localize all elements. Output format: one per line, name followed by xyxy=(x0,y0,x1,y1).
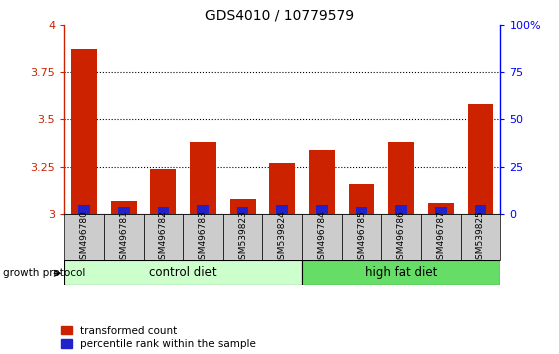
Bar xyxy=(237,207,248,214)
Bar xyxy=(428,203,454,214)
Text: control diet: control diet xyxy=(149,266,217,279)
Bar xyxy=(461,214,500,260)
Text: GSM539824: GSM539824 xyxy=(278,210,287,264)
Bar xyxy=(190,142,216,214)
Text: GSM539825: GSM539825 xyxy=(476,210,485,265)
Text: GSM496784: GSM496784 xyxy=(318,210,326,264)
Bar xyxy=(223,214,263,260)
Bar xyxy=(349,184,375,214)
Bar xyxy=(230,199,255,214)
Bar xyxy=(309,150,335,214)
Bar xyxy=(475,205,486,214)
Bar xyxy=(150,169,176,214)
Text: GSM496780: GSM496780 xyxy=(79,210,89,265)
Bar xyxy=(104,214,144,260)
Bar xyxy=(421,214,461,260)
Bar xyxy=(111,201,136,214)
Text: GSM496782: GSM496782 xyxy=(159,210,168,264)
Bar xyxy=(389,142,414,214)
Bar xyxy=(158,207,169,214)
Text: GSM496783: GSM496783 xyxy=(198,210,207,265)
Bar xyxy=(381,214,421,260)
Bar xyxy=(277,205,288,214)
Text: GSM496787: GSM496787 xyxy=(437,210,446,265)
Text: GSM539823: GSM539823 xyxy=(238,210,247,265)
Bar xyxy=(71,50,97,214)
Text: GDS4010 / 10779579: GDS4010 / 10779579 xyxy=(205,9,354,23)
Bar xyxy=(302,260,500,285)
Bar xyxy=(64,260,302,285)
Bar xyxy=(269,163,295,214)
Bar xyxy=(468,104,494,214)
Text: growth protocol: growth protocol xyxy=(3,268,85,278)
Bar xyxy=(183,214,223,260)
Bar xyxy=(342,214,381,260)
Bar xyxy=(118,207,130,214)
Legend: transformed count, percentile rank within the sample: transformed count, percentile rank withi… xyxy=(61,326,255,349)
Text: GSM496781: GSM496781 xyxy=(119,210,128,265)
Bar xyxy=(144,214,183,260)
Bar xyxy=(395,205,407,214)
Bar xyxy=(356,207,367,214)
Bar xyxy=(435,207,447,214)
Text: high fat diet: high fat diet xyxy=(365,266,437,279)
Bar xyxy=(316,205,328,214)
Bar xyxy=(302,214,342,260)
Bar xyxy=(197,205,209,214)
Bar xyxy=(78,205,90,214)
Text: GSM496786: GSM496786 xyxy=(397,210,406,265)
Bar xyxy=(263,214,302,260)
Text: GSM496785: GSM496785 xyxy=(357,210,366,265)
Bar xyxy=(64,214,104,260)
